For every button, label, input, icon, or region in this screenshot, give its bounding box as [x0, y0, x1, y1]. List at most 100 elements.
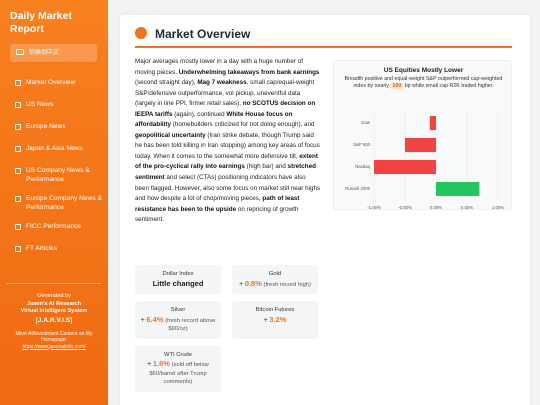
nav-label: FICC Performance — [26, 223, 81, 230]
change-note: (sold off below $60/barrel after Trump c… — [149, 362, 209, 385]
text-run: (homebuilders criticized for not doing e… — [171, 121, 315, 129]
y-tick-label: Nasdaq — [355, 164, 370, 169]
asset-name: WTI Crude — [163, 351, 193, 358]
change-value: 0.8% — [244, 278, 262, 288]
text-run: (high bar) and — [244, 163, 288, 171]
x-tick-label: 0.00% — [430, 205, 442, 210]
nav-label: US News — [26, 101, 54, 108]
change-value: 3.2% — [269, 314, 287, 324]
bar — [374, 159, 436, 175]
footer-more: More AI/Investment Content on My Homepag… — [15, 330, 93, 344]
x-tick-label: 1.00% — [492, 205, 504, 210]
footer-text: Generated by — [37, 293, 71, 299]
chart-title: US Equities Mostly Lower — [383, 67, 464, 74]
change-sign: + — [263, 316, 268, 324]
asset-change: + 3.2% — [236, 314, 314, 326]
nav-item[interactable]: US News — [0, 100, 108, 112]
subtitle-text: bp while small cap R2K traded higher. — [403, 83, 494, 90]
text-run: path of least resistance has been to the… — [135, 195, 300, 213]
nav-item[interactable]: Market Overview — [0, 78, 108, 90]
title-rule — [135, 46, 512, 48]
nav-item[interactable]: Japan & Asia News — [0, 144, 108, 156]
language-button[interactable]: 切換到中文 — [10, 44, 97, 62]
asset-change: + 6.4% (fresh record above $90/oz) — [139, 314, 217, 334]
nav-label: FT Articles — [26, 245, 58, 252]
nav: Market Overview US News Europe News Japan &… — [0, 78, 108, 266]
asset-change: Little changed — [139, 278, 217, 290]
subtitle-text: Breadth positive and equal-weight S&P ou… — [344, 76, 503, 90]
nav-label: Europe Company News & Performance — [26, 195, 102, 211]
chart: US Equities Mostly Lower Breadth positiv… — [333, 60, 512, 210]
text-run: stretched sentiment — [135, 163, 316, 182]
app-title: Daily Market Report — [10, 10, 72, 35]
icon — [15, 145, 21, 152]
icon — [15, 79, 21, 86]
icon — [16, 49, 24, 55]
chart-plot: -1.00% -0.50% 0.00% 0.50% 1.00% Dow S&P 500 Nas… — [345, 112, 504, 210]
change-note: (fresh record high) — [263, 281, 311, 288]
sidebar: Daily Market Report 切換到中文 Market Overvie… — [0, 0, 108, 405]
change-sign: + — [147, 361, 152, 368]
bar — [429, 115, 436, 131]
nav-item[interactable]: FT Articles — [0, 244, 108, 256]
icon — [15, 245, 21, 252]
asset-change: + 1.6% (sold off below $60/barrel after … — [139, 359, 217, 387]
text-run: Underwhelming takeaways from bank earnin… — [178, 68, 320, 76]
text-run: (Iran strike debate, though Trump said h… — [135, 131, 320, 160]
section-title: Market Overview — [155, 27, 251, 41]
globe-icon — [135, 27, 147, 39]
text-run: on repricing of growth sentiment. — [135, 205, 299, 224]
bar — [405, 137, 436, 153]
change-value: 1.6% — [152, 359, 170, 368]
text-run: no SCOTUS decision on IEEPA tariffs — [135, 100, 316, 118]
nav-item[interactable]: Europe Company News & Performance — [0, 194, 108, 212]
footer-link[interactable]: https://www.jasonaiinfo.com/ — [22, 343, 86, 350]
icon — [15, 195, 21, 202]
asset-change: + 0.8% (fresh record high) — [236, 278, 314, 290]
text-run: geopolitical uncertainty — [135, 131, 206, 139]
highlight: 100 — [390, 83, 404, 90]
bar — [436, 181, 480, 197]
asset-name: Bitcoin Futures — [255, 307, 295, 313]
text-run: (second straight day), — [135, 79, 198, 87]
nav-item[interactable]: US Company News & Performance — [0, 166, 108, 184]
asset-cards: Dollar Index Little changed Gold + 0.8% (fr… — [135, 265, 318, 392]
icon — [15, 101, 21, 108]
text-run: , small cap/equal-weight S&P/defensive o… — [135, 79, 315, 108]
main-card: Market Overview Major averages mostly lo… — [120, 15, 530, 405]
icon — [15, 123, 21, 130]
x-tick-label: -1.00% — [367, 205, 381, 210]
y-tick-label: S&P 500 — [353, 142, 370, 147]
footer-system: Virtual Intelligent System — [20, 308, 88, 314]
nav-label: Market Overview — [26, 79, 76, 86]
x-tick-label: -0.50% — [398, 205, 412, 210]
asset-name: Silver — [170, 307, 186, 313]
footer: Generated by Jason's AI Research Virtual… — [6, 283, 102, 351]
nav-item[interactable]: Europe News — [0, 122, 108, 134]
text-run: extent of the pro-cyclical rally into ea… — [135, 152, 318, 171]
asset-card: Silver + 6.4% (fresh record above $90/oz) — [135, 301, 221, 339]
y-tick-label: Russell 2000 — [345, 186, 370, 191]
text-run: and select (CTAs) positioning indicators… — [135, 174, 321, 203]
nav-label: Europe News — [26, 123, 66, 130]
summary-paragraph: Major averages mostly lower in a day wit… — [135, 57, 321, 226]
change-note: (fresh record above $90/oz) — [165, 317, 216, 333]
chart-subtitle: Breadth positive and equal-weight S&P ou… — [340, 76, 507, 91]
nav-item[interactable]: FICC Performance — [0, 222, 108, 234]
change-sign: + — [239, 280, 244, 288]
footer-acronym: [J.A.R.V.I.S] — [35, 316, 73, 324]
nav-label: US Company News & Performance — [26, 167, 90, 183]
asset-name: Dollar Index — [162, 271, 194, 277]
icon — [15, 167, 21, 174]
nav-label: Japan & Asia News — [26, 145, 83, 152]
y-tick-label: Dow — [361, 120, 370, 125]
asset-card: Bitcoin Futures + 3.2% — [232, 301, 318, 339]
text-run: White House focus on affordability — [135, 110, 293, 129]
change-value: 6.4% — [146, 314, 164, 324]
asset-summary: Little changed — [152, 278, 204, 288]
asset-card: Gold + 0.8% (fresh record high) — [232, 265, 318, 294]
text-run: Mag 7 weakness — [197, 79, 247, 87]
button-label: 切換到中文 — [29, 50, 60, 56]
